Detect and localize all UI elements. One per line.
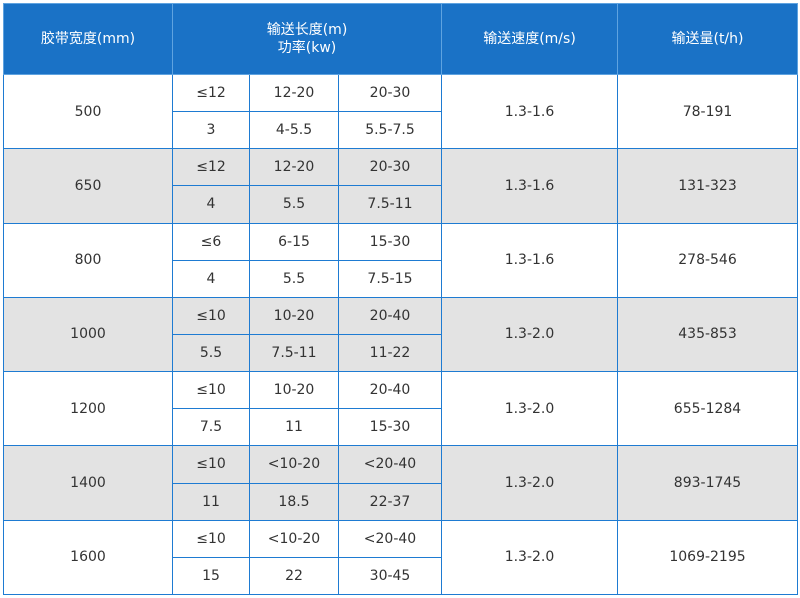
length-cell: <10-20 [249, 445, 339, 484]
table-row: 11 18.5 22-37 [4, 482, 798, 521]
header-cell: 输送长度(m) 功率(kw) [172, 3, 442, 75]
table-row: 4 5.5 7.5-11 [4, 185, 798, 224]
table-row: 1400 ≤10 <10-20 <20-40 1.3-2.0 893-1745 [3, 445, 798, 521]
width-cell: 800 [3, 222, 173, 298]
width-cell: 1600 [3, 519, 173, 596]
length-cell: 12-20 [249, 148, 339, 187]
length-cell: 10-20 [249, 296, 339, 335]
speed-cell: 1.3-2.0 [441, 519, 618, 596]
length-cell: ≤10 [172, 371, 250, 410]
capacity-cell: 78-191 [617, 73, 798, 150]
power-cell: 15 [172, 556, 250, 596]
length-cell: <20-40 [338, 445, 442, 484]
header-cell: 输送速度(m/s) [441, 3, 618, 75]
table-row: 500 ≤12 12-20 20-30 1.3-1.6 78-191 [3, 73, 798, 150]
length-cell: 12-20 [249, 73, 339, 113]
header-row: 胶带宽度(mm) 输送长度(m) 功率(kw) 输送速度(m/s) 输送量(t/h… [3, 3, 798, 75]
power-cell: 11-22 [338, 333, 442, 373]
table-body: 500 ≤12 12-20 20-30 1.3-1.6 78-191 3 4-5.5 5.5-7… [3, 73, 798, 596]
power-cell: 5.5-7.5 [338, 111, 442, 150]
speed-cell: 1.3-1.6 [441, 73, 618, 150]
length-cell: 20-40 [338, 371, 442, 410]
power-cell: 7.5-15 [338, 259, 442, 298]
speed-cell: 1.3-1.6 [441, 148, 618, 224]
length-cell: 6-15 [249, 222, 339, 261]
length-cell: ≤10 [172, 296, 250, 335]
width-cell: 500 [3, 73, 173, 150]
speed-cell: 1.3-1.6 [441, 222, 618, 298]
table-row: 1600 ≤10 <10-20 <20-40 1.3-2.0 1069-2195 [3, 519, 798, 596]
length-cell: ≤6 [172, 222, 250, 261]
power-cell: 7.5 [172, 408, 250, 447]
power-cell: 5.5 [172, 333, 250, 373]
speed-cell: 1.3-2.0 [441, 371, 618, 447]
table-row: 1000 ≤10 10-20 20-40 1.3-2.0 435-853 [3, 296, 798, 373]
table-row: 5.5 7.5-11 11-22 [4, 333, 798, 373]
length-cell: <10-20 [249, 519, 339, 558]
table-row: 3 4-5.5 5.5-7.5 [4, 111, 798, 150]
capacity-cell: 278-546 [617, 222, 798, 298]
power-cell: 7.5-11 [249, 333, 339, 373]
power-cell: 11 [172, 482, 250, 521]
length-cell: <20-40 [338, 519, 442, 558]
length-cell: ≤10 [172, 445, 250, 484]
length-cell: 15-30 [338, 222, 442, 261]
power-cell: 5.5 [249, 185, 339, 224]
capacity-cell: 1069-2195 [617, 519, 798, 596]
length-cell: ≤12 [172, 73, 250, 113]
header-cell: 输送量(t/h) [617, 3, 798, 75]
power-cell: 22 [249, 556, 339, 596]
table-row: 15 22 30-45 [4, 556, 798, 596]
power-cell: 4-5.5 [249, 111, 339, 150]
capacity-cell: 655-1284 [617, 371, 798, 447]
power-cell: 3 [172, 111, 250, 150]
spec-table: 胶带宽度(mm) 输送长度(m) 功率(kw) 输送速度(m/s) 输送量(t/h… [3, 3, 798, 596]
power-cell: 5.5 [249, 259, 339, 298]
power-cell: 7.5-11 [338, 185, 442, 224]
header-text: 功率(kw) [277, 40, 337, 56]
power-cell: 22-37 [338, 482, 442, 521]
capacity-cell: 435-853 [617, 296, 798, 373]
power-cell: 18.5 [249, 482, 339, 521]
table-row: 800 ≤6 6-15 15-30 1.3-1.6 278-546 [3, 222, 798, 298]
table-row: 1200 ≤10 10-20 20-40 1.3-2.0 655-1284 [3, 371, 798, 447]
capacity-cell: 131-323 [617, 148, 798, 224]
power-cell: 11 [249, 408, 339, 447]
power-cell: 15-30 [338, 408, 442, 447]
width-cell: 650 [3, 148, 173, 224]
length-cell: 20-40 [338, 296, 442, 335]
table-row: 650 ≤12 12-20 20-30 1.3-1.6 131-323 [3, 148, 798, 224]
width-cell: 1400 [3, 445, 173, 521]
length-cell: 20-30 [338, 148, 442, 187]
length-cell: ≤10 [172, 519, 250, 558]
width-cell: 1000 [3, 296, 173, 373]
table-header: 胶带宽度(mm) 输送长度(m) 功率(kw) 输送速度(m/s) 输送量(t/h… [3, 3, 798, 75]
length-cell: 20-30 [338, 73, 442, 113]
header-text: 输送长度(m) [266, 22, 348, 38]
power-cell: 4 [172, 185, 250, 224]
header-cell: 胶带宽度(mm) [3, 3, 173, 75]
power-cell: 30-45 [338, 556, 442, 596]
length-cell: ≤12 [172, 148, 250, 187]
table-row: 4 5.5 7.5-15 [4, 259, 798, 298]
length-cell: 10-20 [249, 371, 339, 410]
speed-cell: 1.3-2.0 [441, 296, 618, 373]
width-cell: 1200 [3, 371, 173, 447]
table-row: 7.5 11 15-30 [4, 408, 798, 447]
capacity-cell: 893-1745 [617, 445, 798, 521]
power-cell: 4 [172, 259, 250, 298]
speed-cell: 1.3-2.0 [441, 445, 618, 521]
